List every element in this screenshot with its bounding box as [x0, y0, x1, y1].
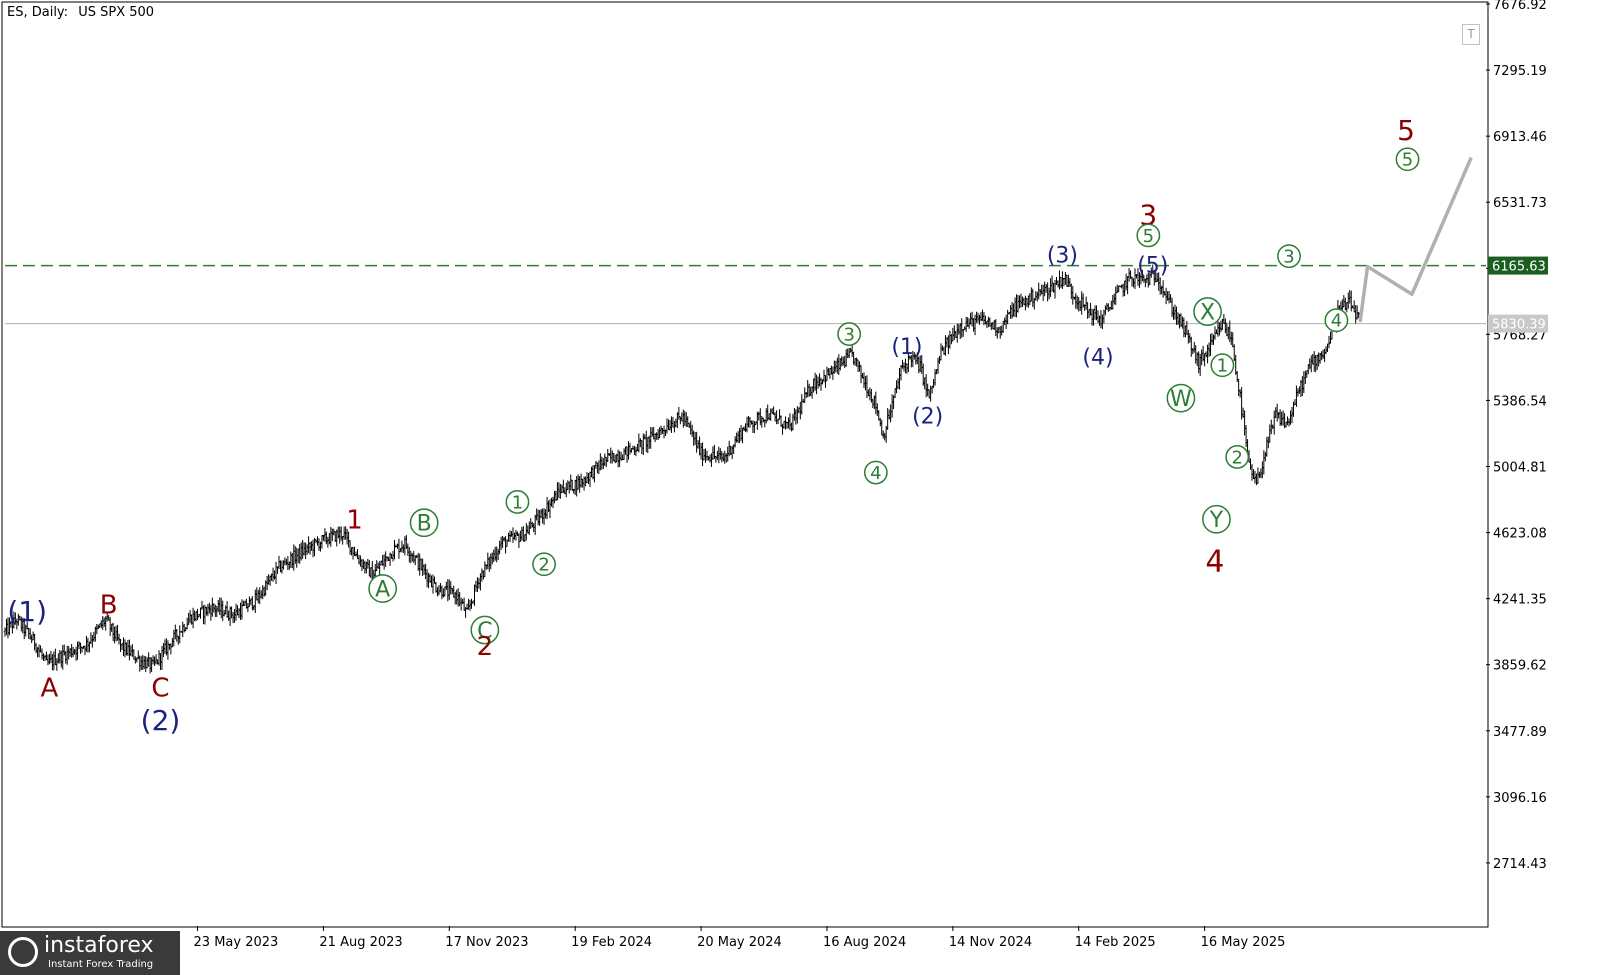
- y-tick-label: 4241.35: [1493, 593, 1547, 608]
- wave-circle-marker: [1136, 223, 1161, 248]
- y-tick-label: 7295.19: [1493, 64, 1547, 79]
- x-tick-label: 17 Nov 2023: [445, 935, 528, 950]
- x-tick-label: 20 May 2024: [697, 935, 782, 950]
- price-level-label: 5830.39: [1492, 318, 1546, 333]
- wave-label: B: [417, 512, 432, 537]
- wave-label: 3: [843, 325, 854, 346]
- wave-circle-marker: [837, 322, 862, 346]
- y-tick-label: 3096.16: [1493, 791, 1547, 806]
- wave-circle-marker: [409, 508, 439, 538]
- wave-circle-marker: [1277, 244, 1301, 269]
- wave-circle-marker: [1225, 445, 1250, 469]
- y-tick-label: 7676.92: [1493, 0, 1547, 13]
- wave-label: W: [1170, 387, 1192, 412]
- wave-circle-marker: [1210, 353, 1235, 378]
- wave-label: B: [100, 590, 118, 620]
- y-tick-label: 4623.08: [1493, 527, 1547, 542]
- wave-label: C: [477, 619, 492, 644]
- forecast-path: [1358, 156, 1473, 323]
- wave-label: (3): [1047, 243, 1078, 268]
- price-level-label: 6165.63: [1492, 260, 1546, 275]
- wave-label: Y: [1209, 508, 1224, 533]
- y-tick-label: 6913.46: [1493, 130, 1547, 145]
- wave-label: (1): [891, 335, 922, 360]
- wave-label: 2: [538, 555, 549, 576]
- price-level-badge: [1488, 256, 1548, 275]
- wave-label: 4: [1331, 311, 1342, 332]
- x-tick-label: 14 Nov 2024: [949, 935, 1032, 950]
- wave-label: 5: [1143, 226, 1154, 247]
- wave-label: (1): [7, 595, 47, 628]
- trade-panel-icon[interactable]: T: [1462, 24, 1480, 45]
- wave-circle-marker: [368, 574, 398, 603]
- watermark-logo: instaforex Instant Forex Trading: [0, 931, 180, 975]
- y-tick-label: 5386.54: [1493, 394, 1547, 409]
- wave-label: C: [151, 674, 169, 704]
- wave-circle-marker: [1202, 504, 1231, 534]
- wave-circle-marker: [1324, 308, 1349, 333]
- instaforex-logo-icon: [8, 937, 38, 967]
- wave-label: (5): [1137, 254, 1168, 279]
- wave-label: 3: [1139, 199, 1157, 232]
- plot-frame: [1, 1, 1489, 928]
- wave-label: 1: [1217, 356, 1228, 377]
- x-tick-label: 21 Aug 2023: [319, 935, 402, 950]
- wave-label: 4: [870, 463, 881, 484]
- wave-label: 2: [1231, 447, 1242, 468]
- wave-label: A: [41, 674, 59, 704]
- symbol-label: ES, Daily:: [7, 5, 69, 20]
- wave-label: 5: [1402, 150, 1413, 171]
- wave-label: (2): [912, 404, 943, 429]
- wave-label: 1: [346, 506, 363, 536]
- instrument-name: US SPX 500: [78, 5, 155, 20]
- y-tick-label: 3859.62: [1493, 659, 1547, 674]
- wave-label: (2): [141, 704, 181, 737]
- wave-circle-marker: [470, 615, 500, 645]
- wave-label: 1: [512, 492, 523, 513]
- watermark-brand: instaforex: [44, 933, 154, 958]
- wave-label: 2: [477, 632, 494, 662]
- x-tick-label: 19 Feb 2024: [571, 935, 652, 950]
- chart-header: ES, Daily: US SPX 500: [7, 5, 154, 20]
- wave-label: (4): [1082, 345, 1113, 370]
- wave-circle-marker: [1193, 297, 1222, 326]
- x-tick-label: 16 Aug 2024: [823, 935, 906, 950]
- wave-circle-marker: [1166, 383, 1196, 413]
- wave-label: X: [1200, 300, 1215, 325]
- x-tick-label: 23 May 2023: [194, 935, 279, 950]
- watermark-tagline: Instant Forex Trading: [48, 959, 154, 970]
- wave-label: 5: [1397, 114, 1415, 147]
- y-tick-label: 3477.89: [1493, 725, 1547, 740]
- wave-circle-marker: [863, 460, 888, 485]
- wave-label: A: [375, 577, 390, 602]
- x-tick-label: 14 Feb 2025: [1075, 935, 1156, 950]
- price-level-badge: [1488, 314, 1548, 333]
- x-tick-label: 16 May 2025: [1201, 935, 1286, 950]
- wave-label: 3: [1283, 247, 1294, 268]
- y-tick-label: 6531.73: [1493, 196, 1547, 211]
- y-tick-label: 2714.43: [1493, 857, 1547, 872]
- wave-circle-marker: [532, 552, 556, 577]
- wave-circle-marker: [505, 490, 530, 514]
- wave-circle-marker: [1395, 147, 1420, 172]
- wave-label: 4: [1205, 545, 1224, 580]
- y-tick-label: 5004.81: [1493, 460, 1547, 475]
